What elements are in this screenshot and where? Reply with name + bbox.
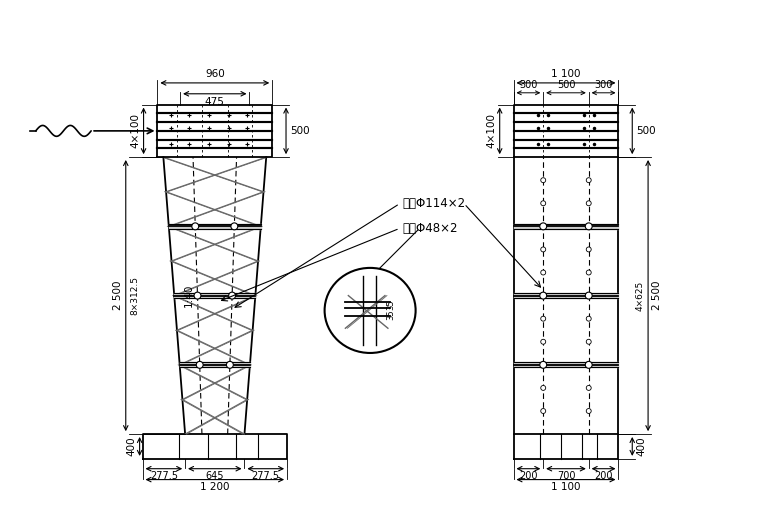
Circle shape — [541, 247, 546, 252]
Text: 500: 500 — [636, 126, 656, 136]
Circle shape — [586, 385, 591, 391]
Ellipse shape — [325, 268, 416, 353]
Circle shape — [231, 223, 238, 230]
Circle shape — [540, 361, 546, 368]
Text: 400: 400 — [127, 437, 137, 456]
Text: 4×100: 4×100 — [131, 114, 141, 149]
Text: 700: 700 — [557, 471, 575, 481]
Circle shape — [540, 223, 546, 230]
Text: 35: 35 — [386, 309, 395, 320]
Text: 1 100: 1 100 — [551, 481, 581, 492]
Circle shape — [586, 270, 591, 275]
Text: 200: 200 — [519, 471, 537, 481]
Text: 277.5: 277.5 — [252, 471, 280, 481]
Text: 400: 400 — [636, 437, 646, 456]
Text: 1:40: 1:40 — [184, 284, 194, 308]
Circle shape — [586, 178, 591, 183]
Text: 500: 500 — [557, 80, 575, 90]
Text: 8×312.5: 8×312.5 — [131, 276, 140, 315]
Circle shape — [586, 201, 591, 206]
Circle shape — [586, 247, 591, 252]
Text: 960: 960 — [205, 69, 225, 79]
Text: 300: 300 — [519, 80, 537, 90]
Circle shape — [585, 223, 592, 230]
Circle shape — [585, 292, 592, 299]
Text: 35: 35 — [386, 299, 395, 310]
Circle shape — [585, 361, 592, 368]
Text: 2 500: 2 500 — [112, 281, 123, 310]
Text: 645: 645 — [205, 471, 224, 481]
Text: 500: 500 — [290, 126, 309, 136]
Circle shape — [196, 361, 203, 368]
Text: 1 100: 1 100 — [551, 69, 581, 79]
Circle shape — [586, 340, 591, 344]
Circle shape — [541, 270, 546, 275]
Circle shape — [541, 178, 546, 183]
Circle shape — [540, 292, 546, 299]
Text: 4×625: 4×625 — [635, 281, 644, 311]
Circle shape — [541, 385, 546, 391]
Circle shape — [541, 201, 546, 206]
Circle shape — [586, 316, 591, 321]
Text: 缓管Φ48×2: 缓管Φ48×2 — [403, 222, 458, 235]
Text: 1 200: 1 200 — [200, 481, 230, 492]
Circle shape — [229, 292, 236, 299]
Text: 柱肢Φ114×2: 柱肢Φ114×2 — [403, 197, 466, 210]
Circle shape — [541, 340, 546, 344]
Text: 300: 300 — [594, 80, 613, 90]
Text: 4×100: 4×100 — [486, 114, 497, 149]
Circle shape — [586, 409, 591, 413]
Circle shape — [541, 409, 546, 413]
Circle shape — [192, 223, 198, 230]
Circle shape — [226, 361, 233, 368]
Text: 2 500: 2 500 — [652, 281, 662, 310]
Circle shape — [541, 316, 546, 321]
Circle shape — [194, 292, 201, 299]
Text: 475: 475 — [205, 97, 225, 107]
Text: 200: 200 — [594, 471, 613, 481]
Text: 277.5: 277.5 — [150, 471, 178, 481]
